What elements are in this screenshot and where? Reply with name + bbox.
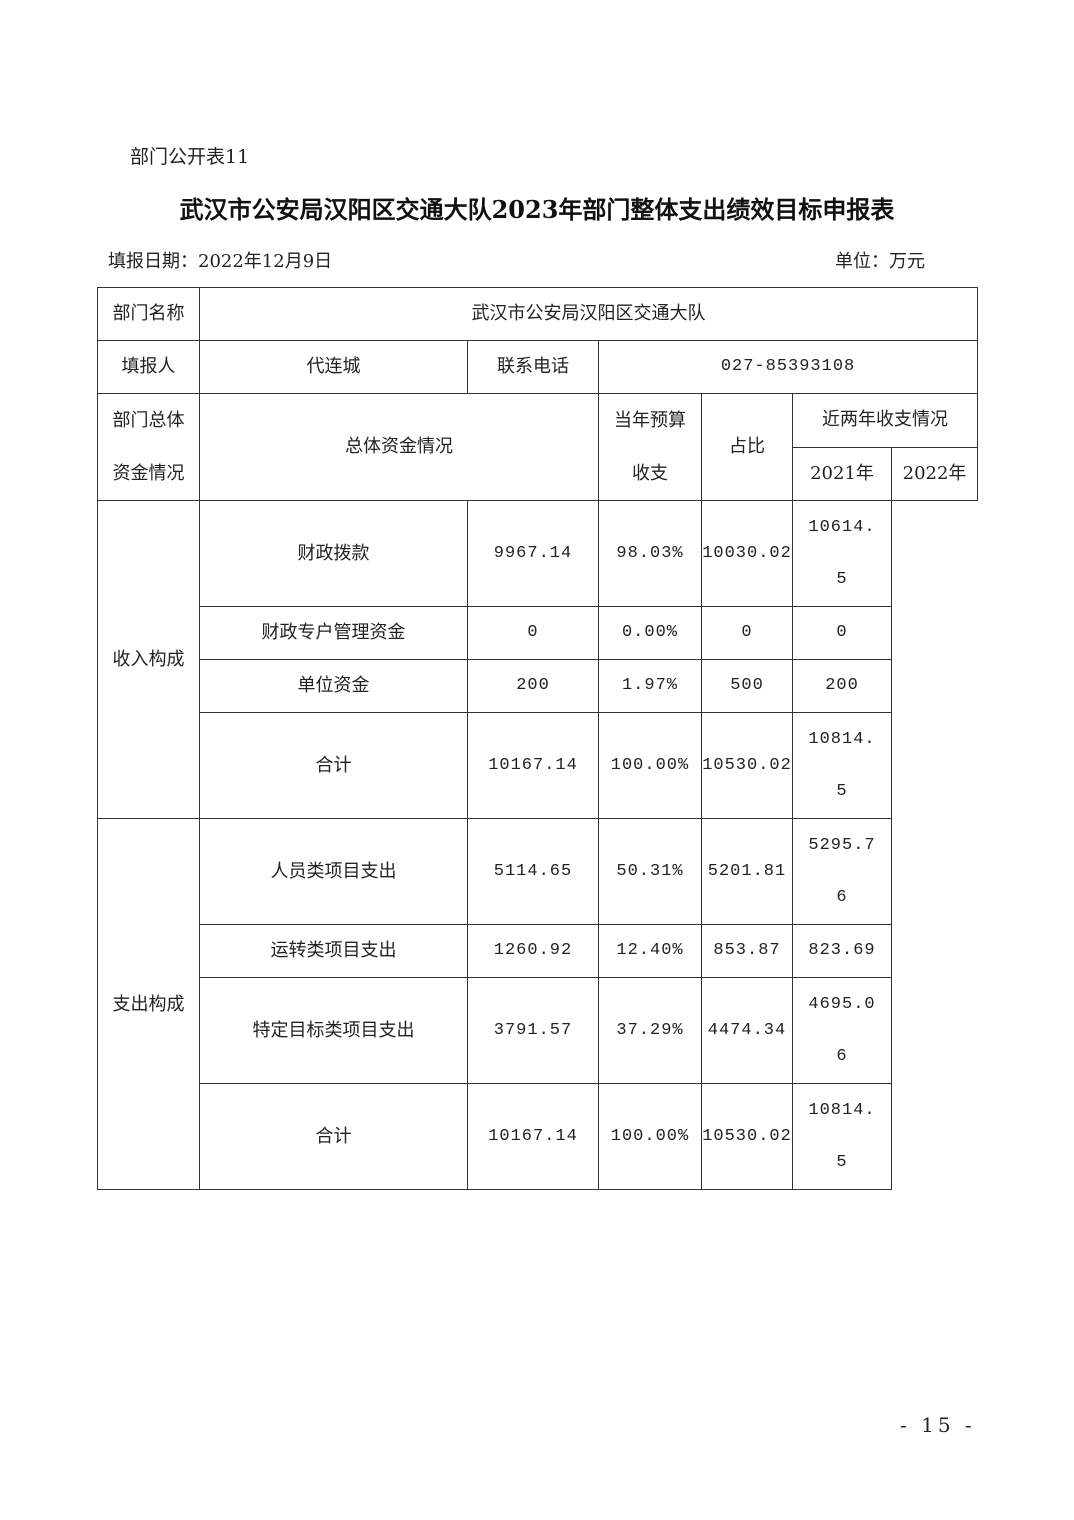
value-2022: 10814.5 bbox=[792, 1083, 892, 1190]
value-2021: 5201.81 bbox=[701, 818, 793, 925]
section-label: 部门总体资金情况 bbox=[97, 393, 200, 501]
table-row: 2021年 2022年 bbox=[98, 446, 979, 501]
year-2021-header: 2021年 bbox=[792, 446, 892, 501]
document-title: 武汉市公安局汉阳区交通大队2023年部门整体支出绩效目标申报表 bbox=[179, 195, 895, 224]
phone-label: 联系电话 bbox=[467, 340, 599, 394]
value-2021: 4474.34 bbox=[701, 977, 793, 1084]
value-2021: 10530.02 bbox=[701, 712, 793, 819]
performance-target-table: 部门名称 武汉市公安局汉阳区交通大队 填报人 代连城 联系电话 027-8539… bbox=[97, 287, 979, 1190]
table-row: 部门名称 武汉市公安局汉阳区交通大队 bbox=[97, 287, 979, 341]
value-2022: 10614.5 bbox=[792, 500, 892, 607]
budget-header: 当年预算收支 bbox=[598, 393, 702, 501]
value-2021: 853.87 bbox=[701, 924, 793, 978]
table-row: 部门总体资金情况 总体资金情况 当年预算收支 占比 近两年收支情况 bbox=[97, 393, 979, 501]
item-name: 特定目标类项目支出 bbox=[199, 977, 468, 1084]
dept-name-value: 武汉市公安局汉阳区交通大队 bbox=[198, 287, 979, 341]
phone-value: 027-85393108 bbox=[597, 340, 979, 394]
table-row: 单位资金 200 1.97% 500 200 bbox=[98, 659, 978, 713]
item-name: 财政专户管理资金 bbox=[199, 606, 468, 660]
dept-name-label: 部门名称 bbox=[97, 287, 200, 341]
value-2022: 10814.5 bbox=[792, 712, 892, 819]
value-2022: 200 bbox=[792, 659, 892, 713]
item-name: 合计 bbox=[199, 1083, 468, 1190]
item-name: 合计 bbox=[199, 712, 468, 819]
table-row: 特定目标类项目支出 3791.57 37.29% 4474.34 4695.06 bbox=[98, 977, 978, 1084]
budget-value: 10167.14 bbox=[467, 712, 599, 819]
budget-value: 3791.57 bbox=[467, 977, 599, 1084]
ratio-value: 50.31% bbox=[598, 818, 702, 925]
budget-value: 200 bbox=[467, 659, 599, 713]
item-name: 运转类项目支出 bbox=[199, 924, 468, 978]
table-row: 填报人 代连城 联系电话 027-85393108 bbox=[97, 340, 979, 394]
ratio-value: 0.00% bbox=[598, 606, 702, 660]
table-row: 合计 10167.14 100.00% 10530.02 10814.5 bbox=[98, 1083, 978, 1190]
ratio-value: 1.97% bbox=[598, 659, 702, 713]
item-name: 单位资金 bbox=[199, 659, 468, 713]
fill-date: 填报日期：2022年12月9日 bbox=[108, 251, 333, 272]
value-2022: 4695.06 bbox=[792, 977, 892, 1084]
table-row: 支出构成 人员类项目支出 5114.65 50.31% 5201.81 5295.76 bbox=[97, 818, 978, 1190]
expense-label: 支出构成 bbox=[97, 818, 200, 1190]
page-number: - 15 - bbox=[900, 1413, 976, 1437]
item-name: 人员类项目支出 bbox=[199, 818, 468, 925]
ratio-value: 100.00% bbox=[598, 1083, 702, 1190]
value-2022: 5295.76 bbox=[792, 818, 892, 925]
budget-value: 10167.14 bbox=[467, 1083, 599, 1190]
value-2022: 0 bbox=[792, 606, 892, 660]
income-label: 收入构成 bbox=[97, 500, 200, 819]
document-label: 部门公开表11 bbox=[130, 146, 250, 168]
value-2021: 10030.02 bbox=[701, 500, 793, 607]
ratio-header: 占比 bbox=[701, 393, 793, 501]
budget-value: 0 bbox=[467, 606, 599, 660]
table-row: 合计 10167.14 100.00% 10530.02 10814.5 bbox=[98, 712, 978, 819]
table-row: 收入构成 财政拨款 9967.14 98.03% 10030.02 10614.5 bbox=[97, 500, 978, 819]
overall-label: 总体资金情况 bbox=[199, 393, 599, 501]
year-2022-header: 2022年 bbox=[890, 446, 979, 501]
ratio-value: 37.29% bbox=[598, 977, 702, 1084]
item-name: 财政拨款 bbox=[199, 500, 468, 607]
unit-label: 单位：万元 bbox=[835, 251, 925, 272]
budget-value: 5114.65 bbox=[467, 818, 599, 925]
budget-value: 9967.14 bbox=[467, 500, 599, 607]
value-2021: 0 bbox=[701, 606, 793, 660]
table-row: 运转类项目支出 1260.92 12.40% 853.87 823.69 bbox=[98, 924, 978, 978]
value-2022: 823.69 bbox=[792, 924, 892, 978]
value-2021: 500 bbox=[701, 659, 793, 713]
reporter-value: 代连城 bbox=[199, 340, 468, 394]
reporter-label: 填报人 bbox=[97, 340, 200, 394]
ratio-value: 100.00% bbox=[598, 712, 702, 819]
table-row: 财政专户管理资金 0 0.00% 0 0 bbox=[98, 606, 978, 660]
recent-header: 近两年收支情况 bbox=[791, 393, 979, 448]
ratio-value: 98.03% bbox=[598, 500, 702, 607]
budget-value: 1260.92 bbox=[467, 924, 599, 978]
ratio-value: 12.40% bbox=[598, 924, 702, 978]
value-2021: 10530.02 bbox=[701, 1083, 793, 1190]
